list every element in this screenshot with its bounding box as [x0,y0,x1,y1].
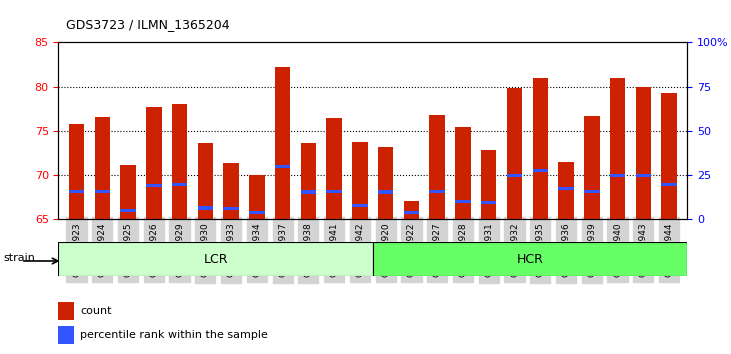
Bar [558,187,574,190]
Text: percentile rank within the sample: percentile rank within the sample [80,330,268,340]
Bar [224,163,239,219]
Bar [481,149,496,219]
Bar [352,204,368,207]
Bar [327,118,342,219]
Text: count: count [80,306,112,316]
Bar [507,174,522,177]
Bar [172,103,187,219]
Bar [533,78,548,219]
Bar [69,124,84,219]
Bar [610,78,625,219]
Bar [275,165,290,168]
Bar [249,211,265,214]
Text: GDS3723 / ILMN_1365204: GDS3723 / ILMN_1365204 [66,18,230,31]
Bar [610,174,625,177]
Bar [558,162,574,219]
Bar [352,142,368,219]
Bar [94,190,110,193]
Bar [507,88,522,219]
Bar [249,175,265,219]
Bar [404,201,419,219]
Bar [300,190,316,194]
FancyBboxPatch shape [58,242,373,276]
Bar [430,115,445,219]
Bar [636,174,651,177]
Text: HCR: HCR [517,253,543,266]
Bar [584,190,599,193]
Bar [430,190,445,193]
Bar [172,183,187,185]
Bar [94,117,110,219]
Text: LCR: LCR [203,253,228,266]
Bar [662,183,677,185]
Bar [197,206,213,210]
Bar [58,302,75,320]
Bar [146,107,162,219]
Bar [224,207,239,210]
Bar [197,143,213,219]
Bar [481,201,496,204]
Bar [378,147,393,219]
Bar [327,190,342,193]
Bar [121,209,136,212]
Bar [636,87,651,219]
Bar [378,190,393,194]
Bar [404,211,419,214]
Bar [121,165,136,219]
Bar [300,143,316,219]
Bar [69,190,84,193]
Bar [455,200,471,203]
Bar [58,326,75,344]
Bar [584,116,599,219]
Bar [455,127,471,219]
Bar [533,169,548,172]
Bar [275,67,290,219]
Bar [146,184,162,187]
Text: strain: strain [3,253,35,263]
Bar [662,93,677,219]
FancyBboxPatch shape [373,242,687,276]
